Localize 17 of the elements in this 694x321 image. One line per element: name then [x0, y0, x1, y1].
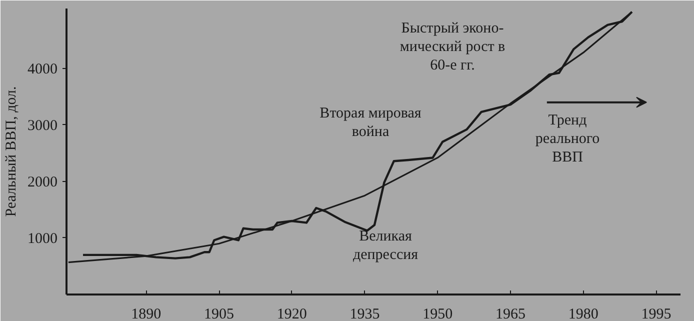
y-tick-label: 1000 [28, 230, 58, 247]
annotation: Великая депрессия [352, 228, 418, 263]
x-tick-label: 1980 [568, 306, 598, 321]
x-tick-label: 1965 [495, 306, 526, 321]
y-axis-title: Реальный ВВП, дол. [4, 86, 20, 217]
y-tick-label: 4000 [28, 61, 58, 78]
x-tick-label: 1935 [350, 306, 380, 321]
x-tick-label: 1950 [422, 306, 453, 321]
x-tick-label: 1920 [276, 306, 307, 321]
y-tick-label: 2000 [28, 174, 58, 190]
annotation: Вторая мировая война [320, 106, 422, 140]
x-tick-label: 1995 [641, 306, 672, 321]
x-tick-label: 1890 [131, 306, 162, 321]
annotation: Быстрый эконо- мический рост в 60-е гг. [400, 20, 506, 74]
y-tick-label: 3000 [28, 118, 58, 134]
x-tick-label: 1905 [204, 306, 234, 321]
annotation: Тренд реального ВВП [535, 112, 600, 166]
